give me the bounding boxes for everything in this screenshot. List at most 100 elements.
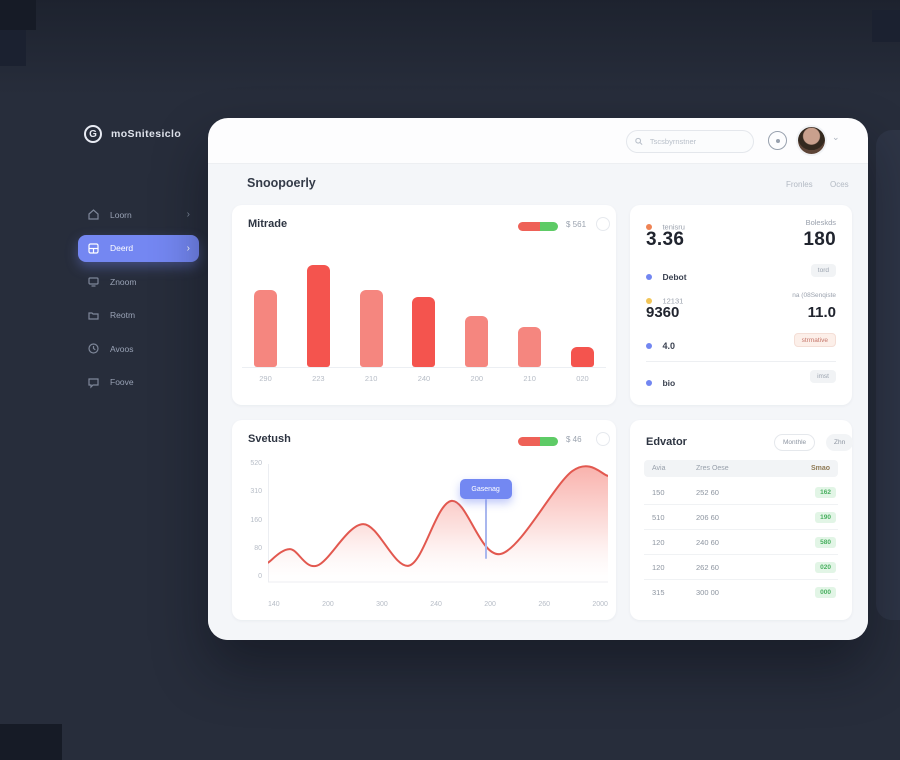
table-cell: 510 xyxy=(652,512,665,522)
bar xyxy=(570,347,594,367)
stat-row-3-label: 12131 xyxy=(646,292,683,310)
background-card-edge xyxy=(876,130,900,620)
sidebar-item-label: Foove xyxy=(110,377,134,387)
yellow-dot-icon xyxy=(646,297,652,304)
chart-icon xyxy=(87,242,100,255)
bar-chart-plot xyxy=(242,260,606,368)
area-chart-title: Svetush xyxy=(248,433,291,445)
sidebar-item-reotm[interactable]: Reotm xyxy=(78,302,199,329)
table-header-row: Avia Zres Oese Smao xyxy=(644,460,838,477)
stat-row-1-value: 3.36 xyxy=(646,229,685,250)
table-range-button[interactable]: Zhn xyxy=(826,434,854,451)
main-card: ⌄ Snoopoerly Fronles Oces Mitrade $ 561 … xyxy=(208,118,868,640)
chevron-right-icon: › xyxy=(186,242,190,254)
folder-icon xyxy=(87,309,100,322)
brand-logo: G moSnitesiclo xyxy=(84,125,181,143)
table-cell: 150 xyxy=(652,487,665,497)
search-icon xyxy=(635,137,643,146)
table-header-col3: Smao xyxy=(810,465,830,472)
stat-row-4-badge: strmative xyxy=(793,333,836,347)
table-cell: 262 60 xyxy=(696,562,719,572)
area-y-tick: 310 xyxy=(250,488,262,496)
header-divider xyxy=(208,163,868,164)
chat-icon xyxy=(87,376,100,389)
page-title: Snoopoerly xyxy=(247,176,316,190)
sidebar-item-loorn[interactable]: Loorn › xyxy=(78,201,199,228)
blue-dot-icon xyxy=(646,379,652,386)
home-icon xyxy=(87,208,100,221)
legend-pill xyxy=(518,222,558,231)
user-menu-icon[interactable]: ⌄ xyxy=(832,132,840,142)
table-row: 150 252 60 162 xyxy=(644,480,838,505)
stat-row-3-right-value: 11.0 xyxy=(807,304,836,321)
search-input[interactable] xyxy=(647,136,745,147)
blue-dot-icon xyxy=(646,342,652,349)
sidebar-item-foove[interactable]: Foove xyxy=(78,369,199,396)
area-chart-plot xyxy=(268,464,608,589)
stat-row-4-label: 4.0 xyxy=(646,337,675,355)
monitor-icon xyxy=(87,275,100,288)
logo-icon: G xyxy=(84,125,102,143)
area-y-tick: 80 xyxy=(254,544,262,552)
table-header-col2: Zres Oese xyxy=(696,465,729,472)
sidebar-item-label: Deerd xyxy=(110,243,134,253)
legend-toggle[interactable] xyxy=(596,432,610,446)
background-patch xyxy=(0,0,36,30)
stat-row-1-right-value: 180 xyxy=(803,229,836,250)
table-cell: 300 00 xyxy=(696,588,719,597)
page-link-2[interactable]: Oces xyxy=(830,180,849,189)
sidebar-item-deerd[interactable]: Deerd › xyxy=(78,234,199,262)
area-chart-card: Svetush $ 46 520 310 160 80 0 Gasena xyxy=(232,420,616,620)
table-title: Edvator xyxy=(646,436,687,448)
search-bar[interactable] xyxy=(626,130,754,153)
avatar[interactable] xyxy=(798,127,825,154)
brand-name: moSnitesiclo xyxy=(111,128,182,140)
table-cell: 240 60 xyxy=(696,537,719,547)
legend-toggle[interactable] xyxy=(596,217,610,231)
sidebar-nav: Loorn › Deerd › Znoom Reotm Avoos Foove xyxy=(78,201,199,402)
area-y-tick: 520 xyxy=(250,460,262,467)
table-row: 120 240 60 580 xyxy=(644,530,838,555)
table-cell: 120 xyxy=(652,562,665,572)
bar-x-label: 020 xyxy=(576,374,589,383)
page-link-1[interactable]: Fronles xyxy=(786,180,813,189)
stat-row-1-right-label: Boleskds xyxy=(805,218,836,227)
table-cell: 162 xyxy=(815,486,838,498)
stats-card: tenisru Boleskds 3.36 180 Debot tord 121… xyxy=(630,205,852,405)
sidebar-item-znoom[interactable]: Znoom xyxy=(78,268,199,295)
bar-chart-card: Mitrade $ 561 290 223 210 240 200 210 020 xyxy=(232,205,616,405)
bar xyxy=(412,297,436,367)
table-cell: 252 60 xyxy=(696,487,719,497)
legend-value: $ 561 xyxy=(566,220,587,229)
area-x-tick: 240 xyxy=(430,601,442,608)
table-body: 150 252 60 162 510 206 60 190 120 240 60 580 120 2… xyxy=(644,480,838,605)
sidebar-item-label: Reotm xyxy=(110,310,136,320)
table-header-col1: Avia xyxy=(652,465,666,472)
bar-x-label: 290 xyxy=(259,374,272,383)
bar xyxy=(306,265,330,367)
area-chart-y-labels: 520 310 160 80 0 xyxy=(236,460,262,580)
bar xyxy=(465,316,489,367)
bar xyxy=(518,327,542,367)
stat-row-5-label: bio xyxy=(646,374,675,392)
sidebar-item-label: Avoos xyxy=(110,343,134,354)
table-row: 315 300 00 000 xyxy=(644,580,838,605)
status-badge: 162 xyxy=(815,486,836,498)
area-x-tick: 260 xyxy=(538,601,550,608)
sidebar-item-avoos[interactable]: Avoos xyxy=(78,335,199,362)
divider xyxy=(646,361,836,362)
background-patch xyxy=(872,10,900,42)
stat-row-2-pill[interactable]: tord xyxy=(810,264,836,277)
table-cell: 120 xyxy=(652,537,665,547)
stat-row-5-pill[interactable]: imst xyxy=(810,370,836,383)
clock-icon xyxy=(87,342,100,355)
legend-pill xyxy=(518,437,558,446)
stat-row-3-value: 9360 xyxy=(646,304,680,321)
area-y-tick: 160 xyxy=(250,516,262,524)
chevron-right-icon: › xyxy=(186,209,190,220)
table-filter-button[interactable]: Monthle xyxy=(774,434,816,451)
notification-icon[interactable] xyxy=(768,131,787,150)
area-x-tick: 200 xyxy=(484,601,496,608)
bar-chart-x-labels: 290 223 210 240 200 210 020 xyxy=(242,374,606,383)
